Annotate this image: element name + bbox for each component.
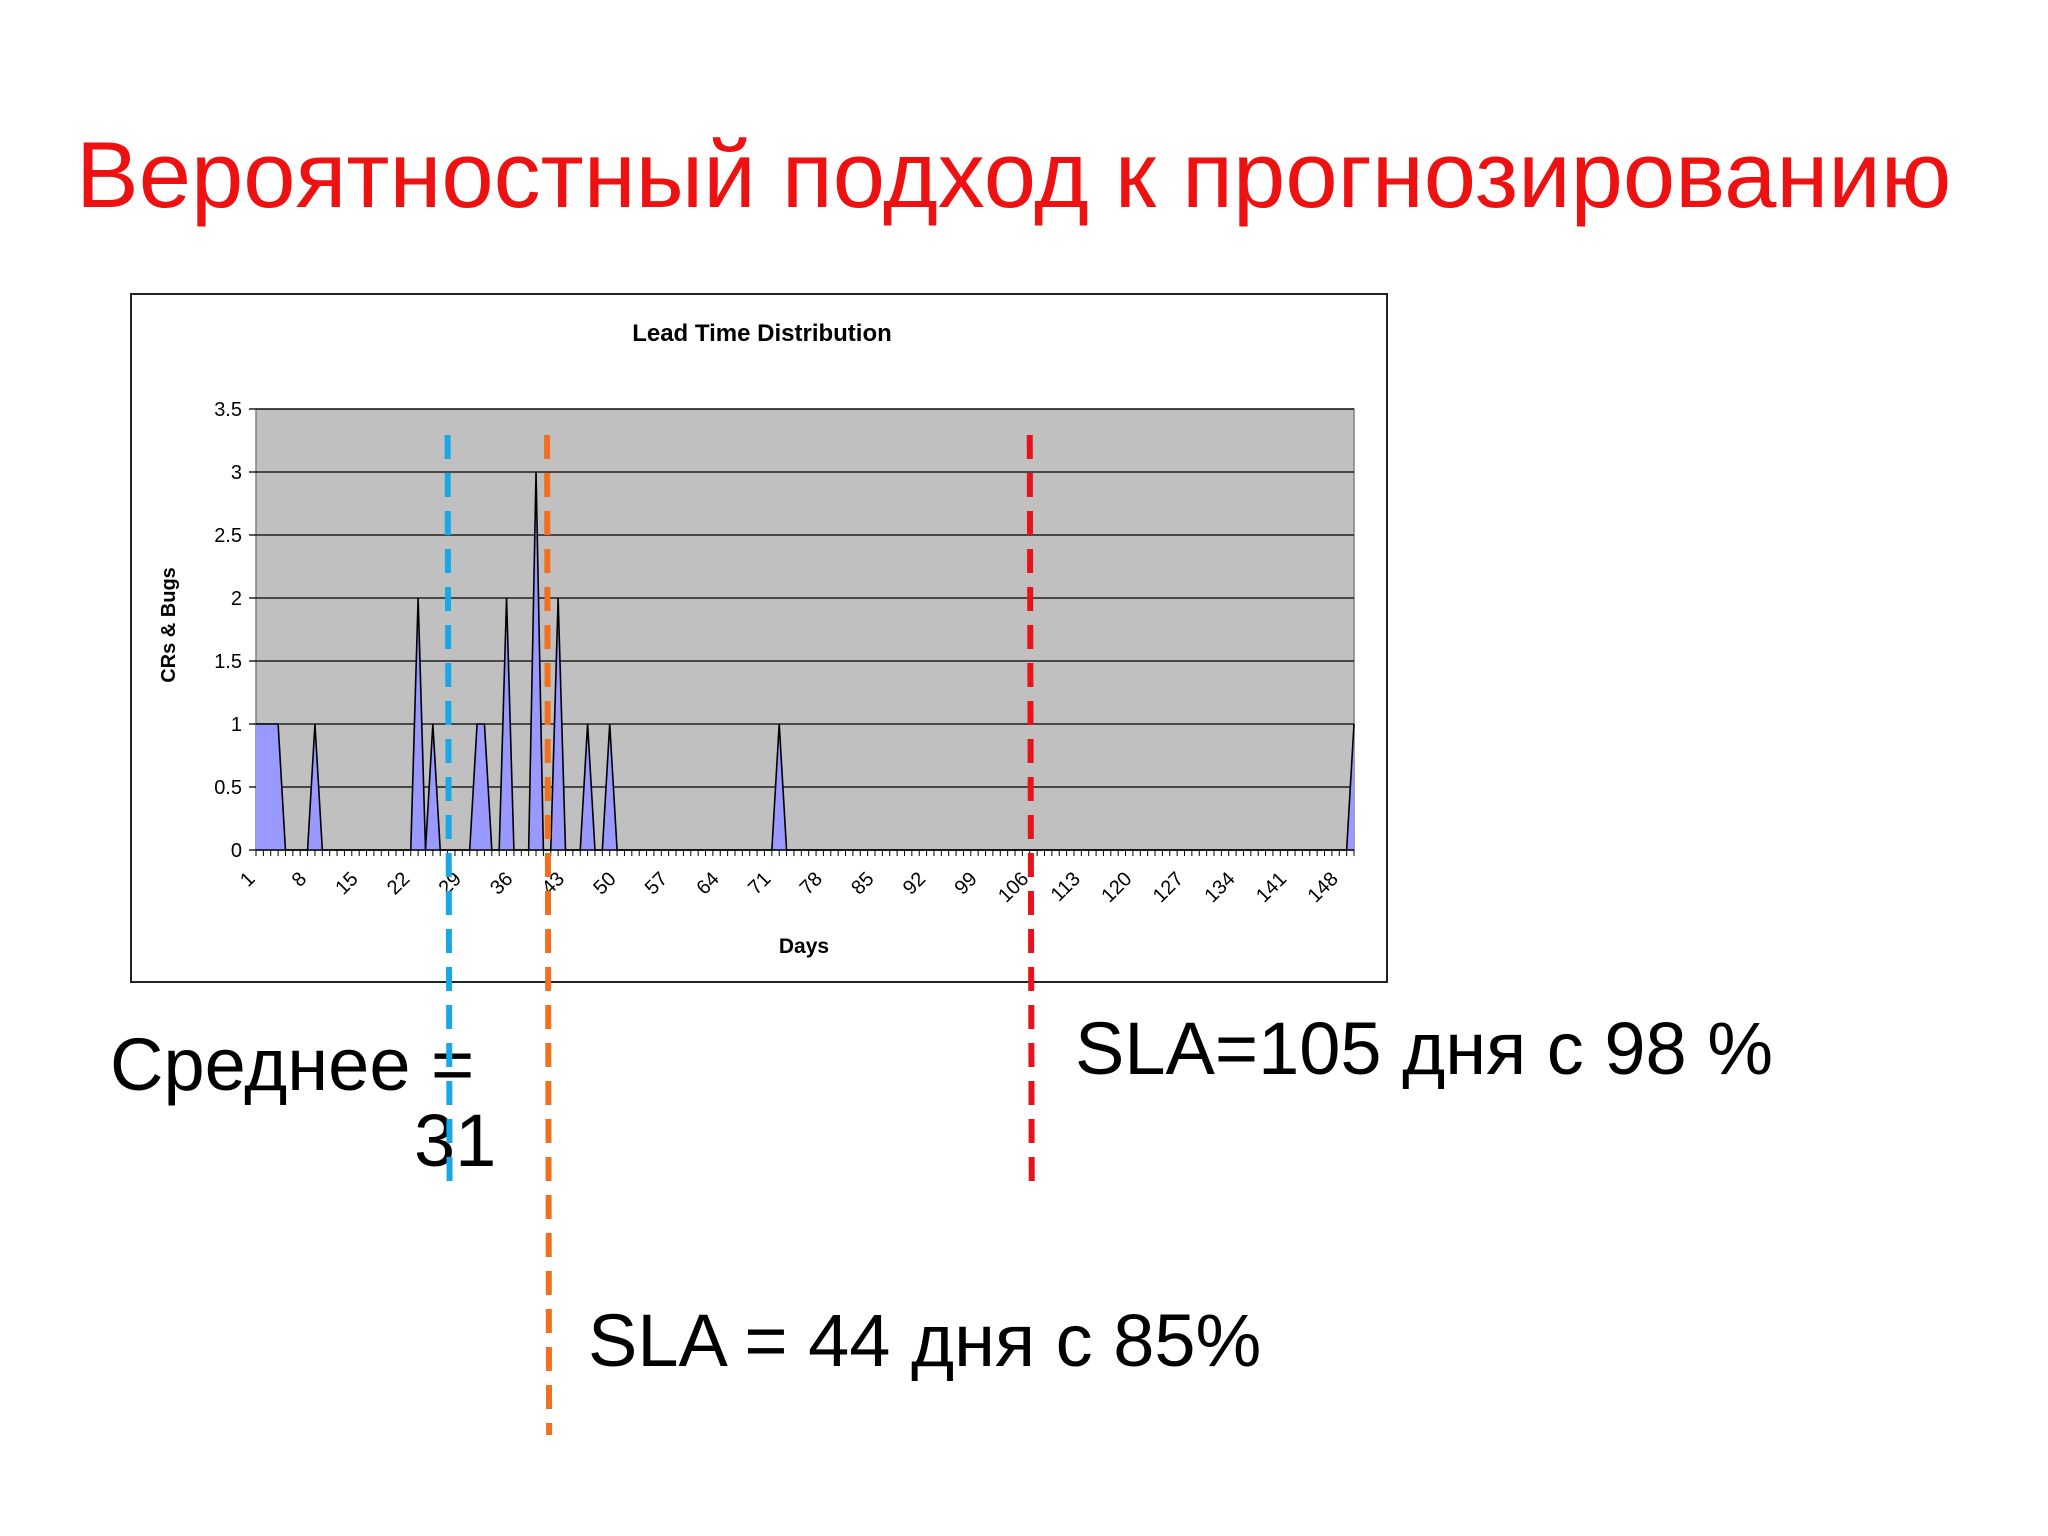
y-tick-label: 2 <box>231 588 242 610</box>
chart-frame: Lead Time Distribution Days CRs & Bugs 0… <box>130 293 1388 983</box>
chart-title: Lead Time Distribution <box>632 320 892 347</box>
x-tick-label: 92 <box>899 868 930 899</box>
y-tick-label: 2.5 <box>214 525 242 547</box>
x-tick-label: 127 <box>1149 868 1188 907</box>
x-tick-label: 120 <box>1097 868 1136 907</box>
x-tick-label: 71 <box>744 868 775 899</box>
x-tick-label: 99 <box>950 868 981 899</box>
x-tick-label: 85 <box>847 868 878 899</box>
sla-85-annotation: SLA = 44 дня с 85% <box>588 1299 1262 1382</box>
x-tick-label: 15 <box>331 868 362 899</box>
x-tick-label: 22 <box>383 868 414 899</box>
x-tick-label: 29 <box>435 868 466 899</box>
x-tick-label: 64 <box>693 868 724 899</box>
y-tick-label: 1.5 <box>214 651 242 673</box>
x-tick-label: 43 <box>538 868 569 899</box>
y-tick-label: 3.5 <box>214 399 242 421</box>
lead-time-chart: Lead Time Distribution Days CRs & Bugs 0… <box>158 320 1355 958</box>
y-tick-label: 0 <box>231 840 242 862</box>
y-tick-label: 0.5 <box>214 777 242 799</box>
x-tick-label: 78 <box>796 868 827 899</box>
x-tick-label: 57 <box>641 868 672 899</box>
mean-annotation-value: 31 <box>414 1099 497 1182</box>
x-tick-label: 36 <box>486 868 517 899</box>
x-tick-label: 113 <box>1047 868 1085 906</box>
x-tick-label: 1 <box>236 868 259 891</box>
y-tick-label: 3 <box>231 462 242 484</box>
x-axis-label: Days <box>779 935 829 958</box>
y-axis-label: CRs & Bugs <box>158 567 180 683</box>
x-tick-label: 134 <box>1200 868 1239 907</box>
sla-98-annotation: SLA=105 дня с 98 % <box>1075 1007 1774 1090</box>
slide-title: Вероятностный подход к прогнозированию <box>76 122 1952 227</box>
x-tick-label: 50 <box>589 868 620 899</box>
mean-annotation-label: Среднее = <box>110 1023 475 1106</box>
plot-area <box>255 408 1355 851</box>
x-tick-label: 106 <box>994 868 1033 907</box>
x-tick-label: 8 <box>288 868 311 891</box>
x-tick-label: 148 <box>1304 868 1343 907</box>
x-tick-label: 141 <box>1252 868 1291 907</box>
y-tick-label: 1 <box>231 714 242 736</box>
